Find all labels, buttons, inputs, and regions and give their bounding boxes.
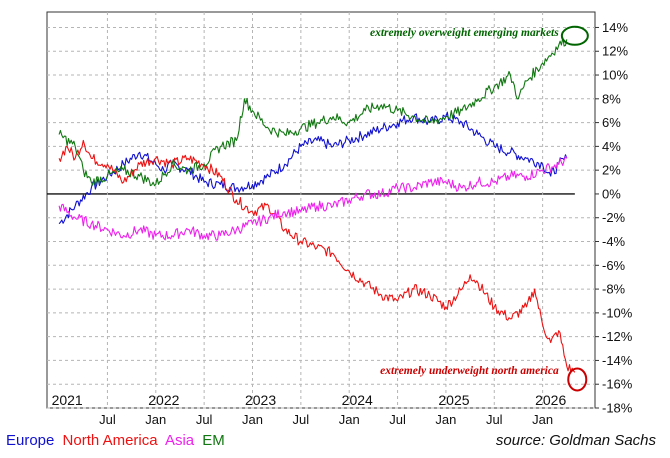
y-tick-label: -6% xyxy=(602,258,626,273)
source-text: source: Goldman Sachs xyxy=(495,432,656,449)
y-tick-label: 8% xyxy=(602,91,621,106)
x-year-label: 2025 xyxy=(438,392,469,408)
x-month-label: Jul xyxy=(293,412,310,427)
series-line-north-america xyxy=(58,139,576,373)
y-tick-label: -2% xyxy=(602,210,626,225)
y-tick-label: 6% xyxy=(602,115,621,130)
y-tick-label: -4% xyxy=(602,234,626,249)
x-month-label: Jul xyxy=(389,412,406,427)
y-tick-label: 12% xyxy=(602,44,628,59)
series-lines xyxy=(58,37,576,373)
y-tick-label: -10% xyxy=(602,305,633,320)
x-month-label: Jan xyxy=(435,412,456,427)
annotations: extremely overweight emerging markets ext… xyxy=(370,25,589,392)
x-month-label: Jul xyxy=(196,412,213,427)
y-tick-label: -14% xyxy=(602,353,633,368)
legend-north-america: North America xyxy=(62,432,158,449)
x-year-label: 2026 xyxy=(535,392,566,408)
y-tick-label: -12% xyxy=(602,329,633,344)
annotation-underweight-na: extremely underweight north america xyxy=(380,365,559,377)
y-tick-label: -8% xyxy=(602,282,626,297)
highlight-circle-na xyxy=(567,367,588,392)
y-tick-label: 2% xyxy=(602,163,621,178)
x-year-label: 2024 xyxy=(342,392,373,408)
legend: Europe North America Asia EM xyxy=(6,432,229,449)
y-tick-label: 10% xyxy=(602,68,628,83)
x-year-label: 2022 xyxy=(148,392,179,408)
x-year-label: 2023 xyxy=(245,392,276,408)
series-line-em xyxy=(58,37,568,187)
series-line-asia xyxy=(58,155,568,241)
annotation-overweight-em: extremely overweight emerging markets xyxy=(370,27,559,39)
x-month-label: Jan xyxy=(145,412,166,427)
y-tick-label: -16% xyxy=(602,377,633,392)
x-month-label: Jan xyxy=(339,412,360,427)
legend-asia: Asia xyxy=(164,432,195,449)
plot-area xyxy=(46,11,596,409)
y-tick-label: 4% xyxy=(602,139,621,154)
x-month-label: Jul xyxy=(486,412,503,427)
x-month-label: Jul xyxy=(99,412,116,427)
y-tick-label: -18% xyxy=(602,401,633,416)
legend-em: EM xyxy=(202,432,225,449)
x-year-label: 2021 xyxy=(52,392,83,408)
y-tick-label: 0% xyxy=(602,186,621,201)
series-line-europe xyxy=(58,111,568,225)
x-month-label: Jan xyxy=(242,412,263,427)
legend-europe: Europe xyxy=(6,432,55,449)
axes: 14% 12% 10% 8% 6% 4% 2% 0% -2% -4% -6% -8% -10% -12% -… xyxy=(52,20,633,427)
y-tick-label: 14% xyxy=(602,20,628,35)
grid xyxy=(47,12,595,409)
highlight-circle-em xyxy=(560,25,589,46)
x-month-label: Jan xyxy=(532,412,553,427)
